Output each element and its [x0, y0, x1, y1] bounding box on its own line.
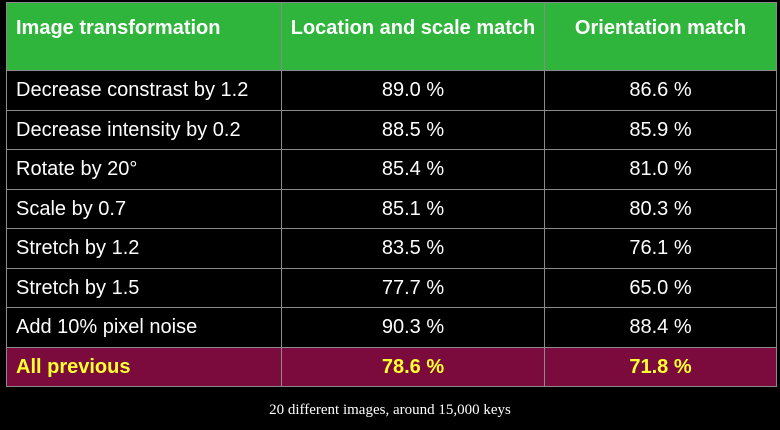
- location-scale-cell: 85.1 %: [281, 188, 545, 229]
- location-scale-cell: 90.3 %: [281, 307, 545, 348]
- transformation-cell: Decrease constrast by 1.2: [6, 70, 282, 111]
- transformation-cell: Rotate by 20°: [6, 149, 282, 190]
- header-cell-transformation: Image transformation: [6, 2, 282, 71]
- total-label-cell: All previous: [6, 346, 282, 387]
- transformation-cell: Decrease intensity by 0.2: [6, 109, 282, 150]
- table-row: Scale by 0.7 85.1 % 80.3 %: [6, 188, 777, 229]
- orientation-cell: 65.0 %: [544, 267, 777, 308]
- transformation-cell: Add 10% pixel noise: [6, 307, 282, 348]
- footnote: 20 different images, around 15,000 keys: [269, 402, 511, 418]
- orientation-cell: 86.6 %: [544, 70, 777, 111]
- table-row: Stretch by 1.2 83.5 % 76.1 %: [6, 228, 777, 269]
- location-scale-cell: 77.7 %: [281, 267, 545, 308]
- total-row: All previous 78.6 % 71.8 %: [6, 346, 777, 387]
- location-scale-cell: 85.4 %: [281, 149, 545, 190]
- orientation-cell: 81.0 %: [544, 149, 777, 190]
- total-orientation-cell: 71.8 %: [544, 346, 777, 387]
- results-table: Image transformation Location and scale …: [6, 2, 777, 387]
- orientation-cell: 76.1 %: [544, 228, 777, 269]
- header-cell-location-scale: Location and scale match: [281, 2, 545, 71]
- orientation-cell: 88.4 %: [544, 307, 777, 348]
- transformation-cell: Scale by 0.7: [6, 188, 282, 229]
- header-row: Image transformation Location and scale …: [6, 2, 777, 71]
- location-scale-cell: 88.5 %: [281, 109, 545, 150]
- transformation-cell: Stretch by 1.2: [6, 228, 282, 269]
- transformation-cell: Stretch by 1.5: [6, 267, 282, 308]
- location-scale-cell: 89.0 %: [281, 70, 545, 111]
- header-cell-orientation: Orientation match: [544, 2, 777, 71]
- table-row: Add 10% pixel noise 90.3 % 88.4 %: [6, 307, 777, 348]
- orientation-cell: 85.9 %: [544, 109, 777, 150]
- location-scale-cell: 83.5 %: [281, 228, 545, 269]
- table-row: Rotate by 20° 85.4 % 81.0 %: [6, 149, 777, 190]
- table-row: Stretch by 1.5 77.7 % 65.0 %: [6, 267, 777, 308]
- total-location-scale-cell: 78.6 %: [281, 346, 545, 387]
- orientation-cell: 80.3 %: [544, 188, 777, 229]
- table-row: Decrease intensity by 0.2 88.5 % 85.9 %: [6, 109, 777, 150]
- table-row: Decrease constrast by 1.2 89.0 % 86.6 %: [6, 70, 777, 111]
